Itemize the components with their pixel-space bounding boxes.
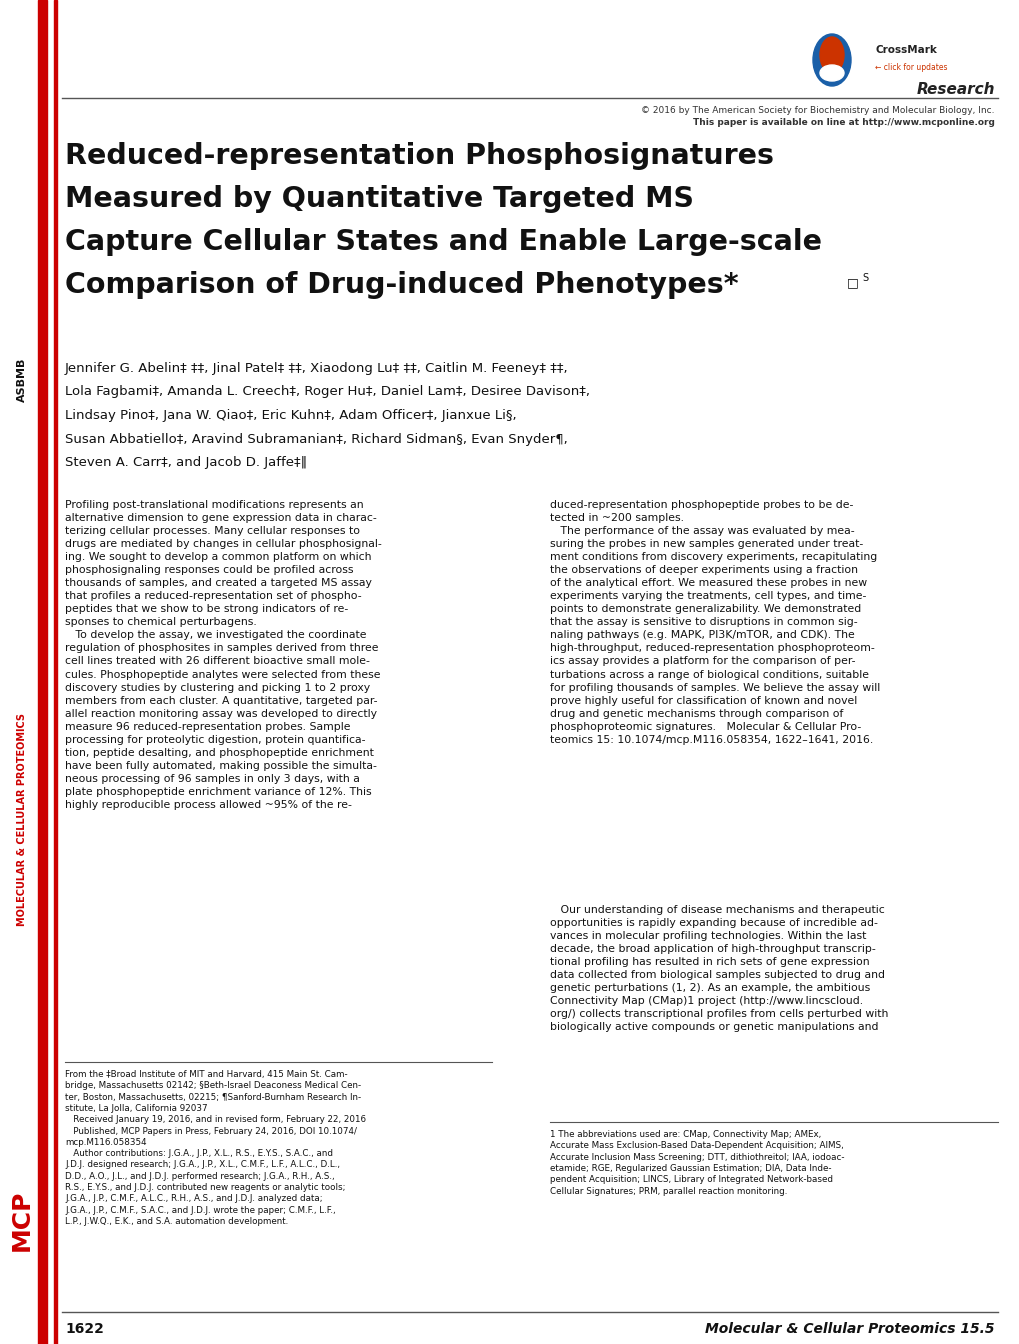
Text: Reduced-representation Phosphosignatures: Reduced-representation Phosphosignatures	[65, 142, 773, 169]
Text: ASBMB: ASBMB	[17, 358, 26, 402]
Text: Our understanding of disease mechanisms and therapeutic
opportunities is rapidly: Our understanding of disease mechanisms …	[549, 905, 888, 1032]
Text: Lindsay Pino‡, Jana W. Qiao‡, Eric Kuhn‡, Adam Officer‡, Jianxue Li§,: Lindsay Pino‡, Jana W. Qiao‡, Eric Kuhn‡…	[65, 409, 516, 422]
Text: Susan Abbatiello‡, Aravind Subramanian‡, Richard Sidman§, Evan Snyder¶,: Susan Abbatiello‡, Aravind Subramanian‡,…	[65, 433, 568, 445]
Text: duced-representation phosphopeptide probes to be de-
tected in ~200 samples.
   : duced-representation phosphopeptide prob…	[549, 500, 879, 745]
Text: 1 The abbreviations used are: CMap, Connectivity Map; AMEx,
Accurate Mass Exclus: 1 The abbreviations used are: CMap, Conn…	[549, 1130, 844, 1196]
Text: Research: Research	[916, 82, 994, 97]
Text: 1622: 1622	[65, 1322, 104, 1336]
Text: Lola Fagbami‡, Amanda L. Creech‡, Roger Hu‡, Daniel Lam‡, Desiree Davison‡,: Lola Fagbami‡, Amanda L. Creech‡, Roger …	[65, 386, 589, 399]
Text: © 2016 by The American Society for Biochemistry and Molecular Biology, Inc.: © 2016 by The American Society for Bioch…	[641, 106, 994, 116]
Text: Comparison of Drug-induced Phenotypes*: Comparison of Drug-induced Phenotypes*	[65, 271, 738, 298]
Text: Molecular & Cellular Proteomics 15.5: Molecular & Cellular Proteomics 15.5	[705, 1322, 994, 1336]
Text: S: S	[861, 273, 867, 284]
Text: MOLECULAR & CELLULAR PROTEOMICS: MOLECULAR & CELLULAR PROTEOMICS	[17, 714, 26, 926]
Text: Profiling post-translational modifications represents an
alternative dimension t: Profiling post-translational modificatio…	[65, 500, 381, 810]
Text: ← click for updates: ← click for updates	[874, 63, 947, 71]
Ellipse shape	[819, 38, 843, 73]
Text: □: □	[846, 276, 858, 289]
Text: This paper is available on line at http://www.mcponline.org: This paper is available on line at http:…	[693, 118, 994, 126]
Text: Jennifer G. Abelin‡ ‡‡, Jinal Patel‡ ‡‡, Xiaodong Lu‡ ‡‡, Caitlin M. Feeney‡ ‡‡,: Jennifer G. Abelin‡ ‡‡, Jinal Patel‡ ‡‡,…	[65, 362, 568, 375]
Ellipse shape	[819, 65, 843, 81]
Text: From the ‡Broad Institute of MIT and Harvard, 415 Main St. Cam-
bridge, Massachu: From the ‡Broad Institute of MIT and Har…	[65, 1070, 366, 1226]
Text: Measured by Quantitative Targeted MS: Measured by Quantitative Targeted MS	[65, 185, 693, 212]
Text: Capture Cellular States and Enable Large-scale: Capture Cellular States and Enable Large…	[65, 228, 821, 255]
Ellipse shape	[812, 34, 850, 86]
Text: MCP: MCP	[10, 1189, 34, 1251]
Text: CrossMark: CrossMark	[874, 44, 936, 55]
Text: Steven A. Carr‡, and Jacob D. Jaffe‡‖: Steven A. Carr‡, and Jacob D. Jaffe‡‖	[65, 456, 307, 469]
Bar	[38, 0, 47, 1344]
Bar	[54, 0, 57, 1344]
